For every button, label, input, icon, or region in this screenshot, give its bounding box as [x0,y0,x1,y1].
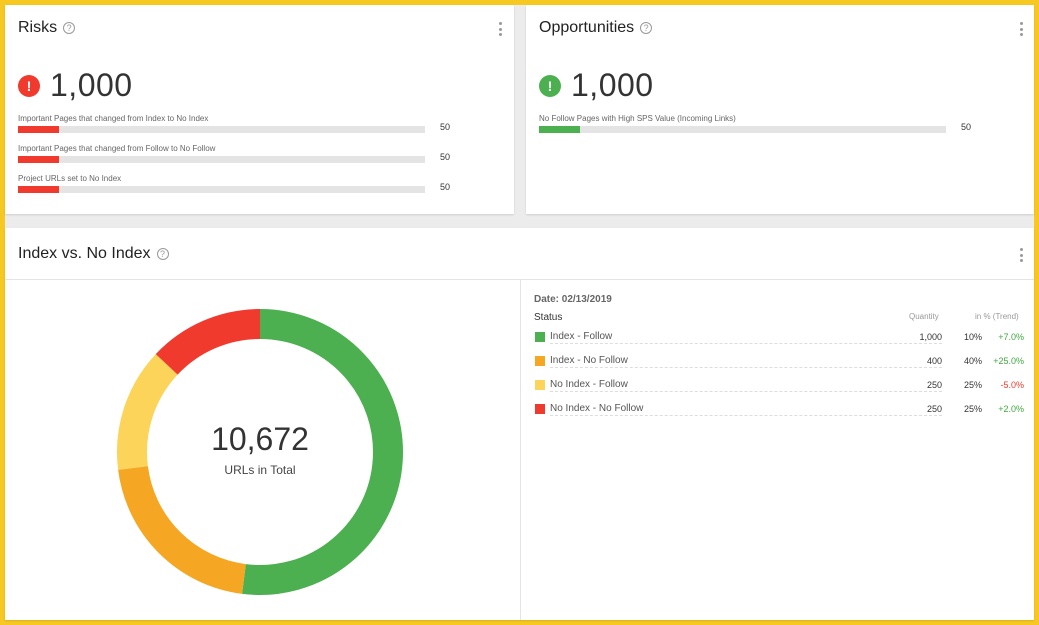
metric-bar-track [18,186,425,193]
more-menu-icon[interactable] [1019,248,1023,262]
row-quantity: 250 [926,404,942,414]
column-status: Status [534,312,563,323]
row-quantity: 250 [926,380,942,390]
row-trend: +2.0% [998,404,1024,414]
help-icon[interactable]: ? [640,22,653,34]
metric-bar-fill [18,156,59,163]
metric-value: 50 [440,152,451,162]
metric-bar-fill [539,126,580,133]
table-row[interactable]: No Index - No Follow 250 25% +2.0% [534,403,1024,417]
metric-bar-track [18,156,425,163]
table-row[interactable]: Index - Follow 1,000 10% +7.0% [534,331,1024,345]
metric-label: Project URLs set to No Index [18,174,122,183]
donut-chart [117,309,403,595]
opportunities-card: Opportunities ? ! 1,000 No Follow Pages … [526,5,1034,214]
metric-bar-fill [18,186,59,193]
risks-title-text: Risks [18,19,58,36]
row-label: Index - Follow [550,331,613,342]
legend-swatch [535,332,545,342]
metric-bar-fill [18,126,59,133]
opportunities-total-row: ! 1,000 [539,67,654,104]
index-card: Index vs. No Index ? 10,672 URLs in Tota… [5,228,1034,620]
row-quantity: 400 [926,356,942,366]
metric-value: 50 [961,122,972,132]
help-icon[interactable]: ? [156,248,169,260]
opportunities-title-text: Opportunities [539,19,635,36]
row-label: No Index - No Follow [550,403,644,414]
help-icon[interactable]: ? [63,22,76,34]
metric-label: Important Pages that changed from Index … [18,114,209,123]
row-percent: 10% [963,332,982,342]
row-percent: 25% [963,404,982,414]
metric-label: No Follow Pages with High SPS Value (Inc… [539,114,736,123]
row-leader [550,391,942,392]
metric-row: Project URLs set to No Index 50 [18,174,458,193]
divider [5,279,1034,280]
row-leader [550,415,942,416]
row-trend: +25.0% [993,356,1024,366]
column-percent: in % (Trend) [975,312,1019,321]
more-menu-icon[interactable] [498,22,502,36]
donut-total-label: URLs in Total [224,463,296,477]
donut-total: 10,672 [211,421,309,457]
row-trend: -5.0% [1000,380,1024,390]
legend-swatch [535,380,545,390]
donut-slice-no-index-follow[interactable] [117,354,178,470]
row-label: No Index - Follow [550,379,628,390]
row-trend: +7.0% [998,332,1024,342]
legend-swatch [535,404,545,414]
alert-icon: ! [18,74,40,97]
metric-bar-track [18,126,425,133]
index-title: Index vs. No Index ? [18,245,169,263]
table-date: Date: 02/13/2019 [534,294,612,305]
metric-row: No Follow Pages with High SPS Value (Inc… [539,114,979,133]
risks-total-row: ! 1,000 [18,67,133,104]
donut-slice-no-index-no-follow[interactable] [155,309,261,375]
row-leader [550,367,942,368]
row-quantity: 1,000 [919,332,942,342]
more-menu-icon[interactable] [1019,22,1023,36]
row-percent: 40% [963,356,982,366]
risks-card: Risks ? ! 1,000 Important Pages that cha… [5,5,514,214]
table-row[interactable]: No Index - Follow 250 25% -5.0% [534,379,1024,393]
row-percent: 25% [963,380,982,390]
risks-total: 1,000 [50,67,133,103]
column-quantity: Quantity [909,312,939,321]
row-label: Index - No Follow [550,355,628,366]
metric-label: Important Pages that changed from Follow… [18,144,216,153]
metric-row: Important Pages that changed from Index … [18,114,458,133]
opportunities-title: Opportunities ? [539,19,653,37]
metric-bar-track [539,126,946,133]
index-title-text: Index vs. No Index [18,245,151,262]
metric-value: 50 [440,182,451,192]
risks-title: Risks ? [18,19,76,37]
metric-value: 50 [440,122,451,132]
legend-swatch [535,356,545,366]
dashboard: Risks ? ! 1,000 Important Pages that cha… [5,5,1034,620]
alert-icon: ! [539,74,561,97]
metric-row: Important Pages that changed from Follow… [18,144,458,163]
divider [520,280,521,620]
opportunities-total: 1,000 [571,67,654,103]
donut-slice-index-no-follow[interactable] [118,465,247,594]
donut-slice-index-follow[interactable] [242,309,403,595]
row-leader [550,343,942,344]
table-row[interactable]: Index - No Follow 400 40% +25.0% [534,355,1024,369]
